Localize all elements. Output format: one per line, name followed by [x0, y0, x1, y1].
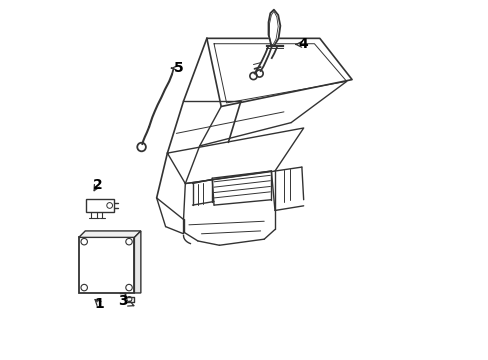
Polygon shape: [86, 199, 114, 212]
Text: 4: 4: [295, 37, 308, 51]
Polygon shape: [134, 231, 141, 293]
Text: 3: 3: [118, 294, 134, 308]
Text: 1: 1: [94, 297, 104, 311]
Text: 2: 2: [92, 178, 102, 192]
Polygon shape: [79, 231, 141, 237]
Text: 5: 5: [171, 61, 183, 75]
Polygon shape: [79, 237, 134, 293]
Polygon shape: [268, 10, 280, 45]
